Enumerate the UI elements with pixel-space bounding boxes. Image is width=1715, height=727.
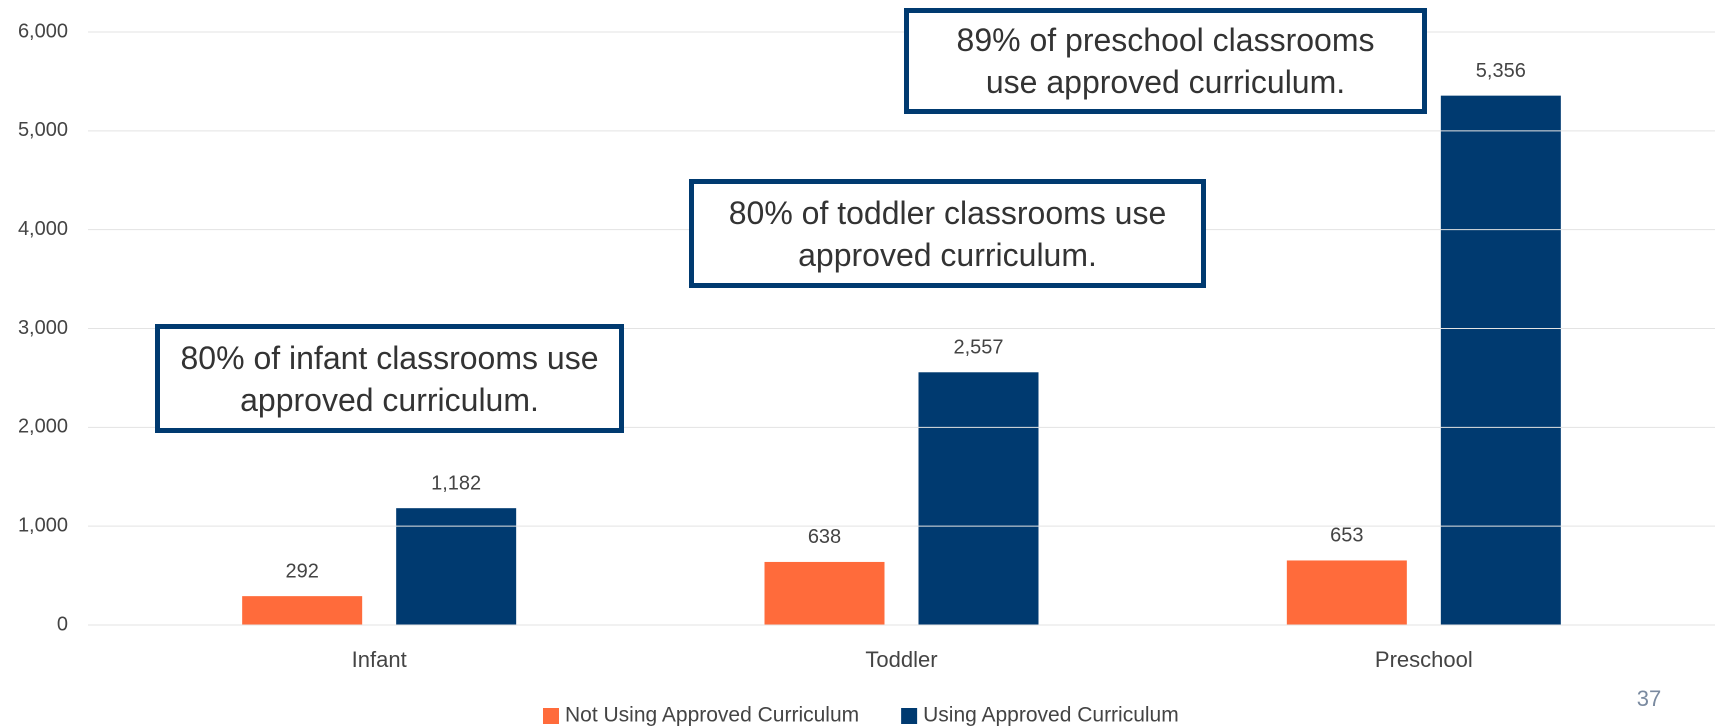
legend-swatch <box>543 708 559 724</box>
data-label: 5,356 <box>1476 60 1526 82</box>
bar <box>1286 560 1407 625</box>
bar <box>396 508 517 625</box>
bar <box>1440 95 1561 625</box>
data-label: 638 <box>808 526 841 548</box>
y-tick-label: 4,000 <box>18 218 68 240</box>
legend-swatch <box>901 708 918 724</box>
bar <box>764 561 885 625</box>
y-tick-label: 3,000 <box>18 317 68 339</box>
data-label: 2,557 <box>953 337 1003 359</box>
x-tick-label: Toddler <box>865 647 937 672</box>
bar <box>918 372 1039 625</box>
annotation: 80% of infant classrooms use approved cu… <box>155 324 624 433</box>
legend-label: Not Using Approved Curriculum <box>565 704 859 727</box>
y-tick-label: 1,000 <box>18 514 68 536</box>
data-label: 653 <box>1330 525 1363 547</box>
y-tick-label: 6,000 <box>18 20 68 42</box>
y-tick-label: 2,000 <box>18 416 68 438</box>
bar <box>242 596 363 625</box>
y-tick-label: 0 <box>57 613 68 635</box>
legend-label: Using Approved Curriculum <box>923 704 1179 727</box>
data-label: 1,182 <box>431 472 481 494</box>
page-number: 37 <box>1637 686 1661 711</box>
annotation: 80% of toddler classrooms use approved c… <box>689 179 1206 288</box>
x-tick-label: Preschool <box>1375 647 1473 672</box>
annotation: 89% of preschool classrooms use approved… <box>904 8 1427 114</box>
x-tick-label: Infant <box>352 647 407 672</box>
data-label: 292 <box>285 560 318 582</box>
y-tick-label: 5,000 <box>18 119 68 141</box>
